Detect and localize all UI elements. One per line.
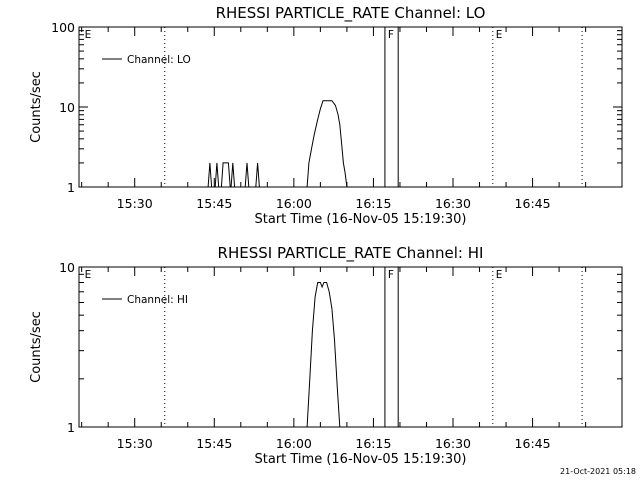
panel1-x-tick-label: 15:45 [196, 196, 232, 211]
panel1-x-tick-label: 15:30 [117, 196, 153, 211]
panel1-marker-label: E [85, 29, 92, 41]
panel1-x-tick-label: 16:00 [276, 196, 312, 211]
panel2-x-tick-label: 16:30 [435, 436, 471, 451]
panel2-x-tick-label: 15:30 [117, 436, 153, 451]
panel1-title: RHESSI PARTICLE_RATE Channel: LO [216, 4, 486, 23]
panel2-x-tick-label: 15:45 [196, 436, 232, 451]
panel2-legend-label: Channel: HI [127, 294, 188, 306]
panel2-x-axis-label: Start Time (16-Nov-05 15:19:30) [255, 452, 467, 467]
panel1-y-tick-label: 10 [59, 100, 75, 115]
panel2-y-tick-label: 10 [59, 260, 75, 275]
panel1-y-tick-label: 1 [67, 180, 75, 195]
panel1-marker-label: E [496, 29, 503, 41]
panel1-marker-label: F [388, 29, 394, 41]
panel1-x-tick-label: 16:30 [435, 196, 471, 211]
panel1-x-tick-label: 16:45 [515, 196, 551, 211]
panel2-y-tick-label: 1 [67, 420, 75, 435]
panel1-x-axis-label: Start Time (16-Nov-05 15:19:30) [255, 212, 467, 227]
panel1-legend-label: Channel: LO [127, 54, 191, 66]
panel1-y-tick-label: 100 [51, 20, 75, 35]
panel2-x-tick-label: 16:00 [276, 436, 312, 451]
panel2-title: RHESSI PARTICLE_RATE Channel: HI [218, 244, 484, 263]
panel1-series-line [207, 100, 348, 188]
footer-timestamp: 21-Oct-2021 05:18 [560, 467, 636, 476]
panel2-marker-label: E [496, 269, 503, 281]
panel2-marker-label: F [388, 269, 394, 281]
panel2-plot-frame [78, 266, 623, 428]
panel2-series-line [306, 282, 341, 428]
panel2-x-tick-label: 16:45 [515, 436, 551, 451]
panel2-y-axis-label: Counts/sec [29, 311, 44, 383]
panel1-plot-frame [78, 26, 623, 188]
panel2-x-tick-label: 16:15 [355, 436, 391, 451]
panel2-marker-label: E [85, 269, 92, 281]
panel1-x-tick-label: 16:15 [355, 196, 391, 211]
panel1-y-axis-label: Counts/sec [29, 71, 44, 143]
